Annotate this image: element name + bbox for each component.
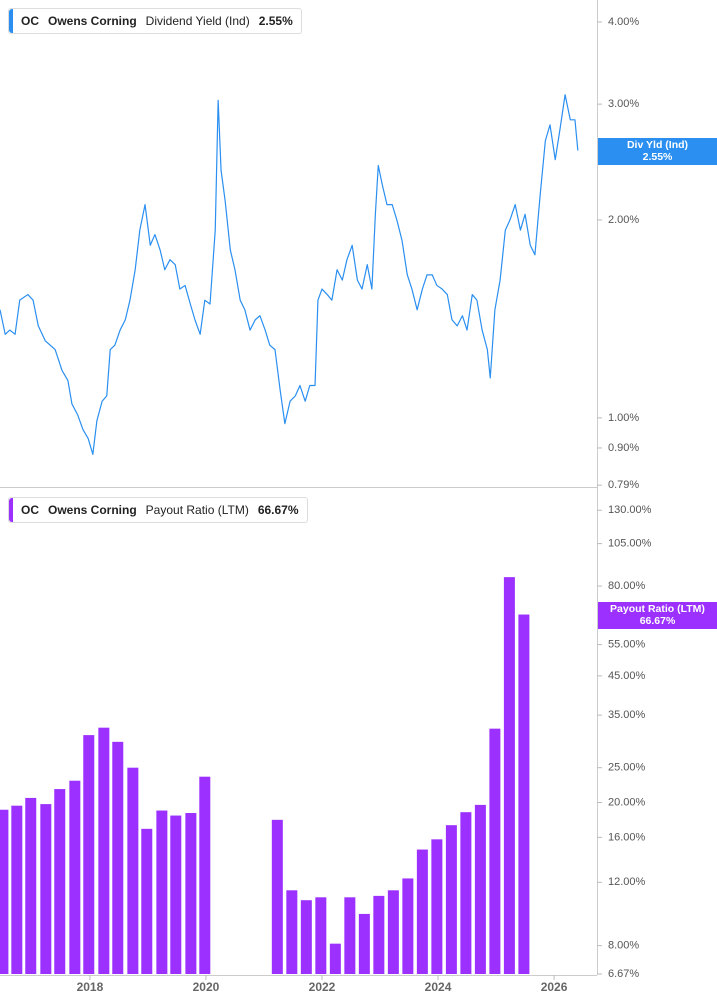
- bar: [373, 895, 385, 974]
- bar: [271, 819, 283, 974]
- y-tick-label: 3.00%: [608, 98, 639, 110]
- bar: [344, 897, 356, 974]
- y-tick-label: 105.00%: [608, 538, 652, 550]
- y-tick-label: 35.00%: [608, 709, 646, 721]
- y-tick-label: 80.00%: [608, 580, 646, 592]
- bar: [98, 727, 110, 974]
- bar: [300, 900, 312, 974]
- x-tick-label: 2018: [77, 980, 104, 994]
- y-tick-label: 1.00%: [608, 412, 639, 424]
- bar: [445, 825, 457, 974]
- bar: [40, 804, 52, 974]
- series-name: Payout Ratio (LTM): [145, 503, 249, 517]
- bar: [25, 797, 37, 974]
- bar: [329, 943, 341, 974]
- bar: [503, 577, 515, 974]
- series-name: Dividend Yield (Ind): [145, 14, 250, 28]
- bar: [112, 741, 124, 974]
- y-tick-label: 4.00%: [608, 16, 639, 28]
- last-value: 66.67%: [257, 503, 299, 517]
- bar: [54, 789, 66, 974]
- badge-value: 66.67%: [639, 614, 676, 627]
- bar: [83, 735, 95, 974]
- x-tick-label: 2026: [541, 980, 568, 994]
- bar: [387, 890, 399, 974]
- y-tick-label: 16.00%: [608, 831, 646, 843]
- plot-area: [0, 94, 579, 974]
- badge-label: Div Yld (Ind): [626, 138, 689, 151]
- bar: [315, 897, 327, 974]
- bar: [69, 780, 81, 974]
- bar: [0, 809, 9, 974]
- bar: [127, 767, 139, 974]
- bar: [11, 805, 23, 974]
- last-value: 2.55%: [258, 14, 293, 28]
- bar: [416, 849, 428, 974]
- y-tick-label: 0.79%: [608, 479, 639, 491]
- bar: [185, 813, 197, 974]
- company: Owens Corning: [48, 14, 137, 28]
- x-tick-label: 2020: [193, 980, 220, 994]
- y-tick-label: 12.00%: [608, 876, 646, 888]
- y-tick-label: 20.00%: [608, 796, 646, 808]
- x-tick-label: 2022: [309, 980, 336, 994]
- y-tick-label: 25.00%: [608, 762, 646, 774]
- legend-header: OC Owens Corning Dividend Yield (Ind) 2.…: [8, 8, 302, 34]
- y-tick-label: 2.00%: [608, 214, 639, 226]
- bar: [170, 815, 182, 974]
- bar: [286, 890, 298, 974]
- bar: [460, 812, 472, 974]
- bar: [199, 776, 211, 974]
- line: [0, 94, 579, 455]
- badge-label: Payout Ratio (LTM): [610, 602, 705, 615]
- y-tick-label: 55.00%: [608, 638, 646, 650]
- y-tick-label: 8.00%: [608, 940, 639, 952]
- x-tick-label: 2024: [425, 980, 452, 994]
- y-tick-label: 6.67%: [608, 968, 639, 980]
- bar: [156, 810, 168, 974]
- bar: [358, 913, 370, 974]
- ticker: OC: [21, 14, 39, 28]
- legend-swatch: [9, 9, 13, 33]
- legend-header: OC Owens Corning Payout Ratio (LTM) 66.6…: [8, 497, 308, 523]
- value-badge: Payout Ratio (LTM) 66.67%: [598, 601, 717, 629]
- value-badge: Div Yld (Ind) 2.55%: [598, 137, 717, 165]
- badge-value: 2.55%: [642, 150, 673, 163]
- y-tick-label: 0.90%: [608, 442, 639, 454]
- legend-swatch: [9, 498, 13, 522]
- bar: [518, 614, 530, 974]
- bar: [431, 839, 443, 974]
- bar: [402, 878, 414, 974]
- y-tick-label: 45.00%: [608, 670, 646, 682]
- company: Owens Corning: [48, 503, 137, 517]
- bar: [489, 728, 501, 974]
- bar: [141, 828, 153, 974]
- bar: [474, 804, 486, 974]
- ticker: OC: [21, 503, 39, 517]
- y-tick-label: 130.00%: [608, 504, 652, 516]
